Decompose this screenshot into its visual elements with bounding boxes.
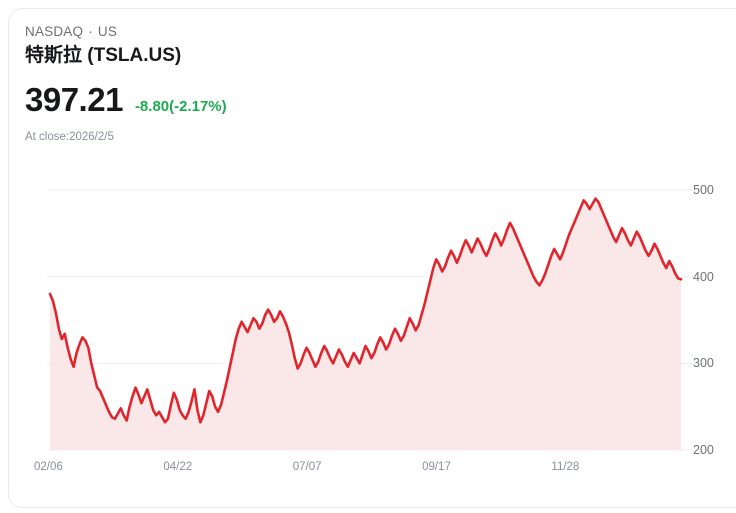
region-label: US (97, 24, 118, 39)
exchange-line: NASDAQ · US (25, 23, 445, 41)
chart-line (48, 197, 683, 424)
y-axis-labels: 500 400 300 200 (693, 174, 736, 464)
chart-area-fill (50, 198, 681, 450)
chart-canvas[interactable] (9, 174, 736, 464)
y-axis-tick-label: 300 (693, 356, 714, 371)
x-axis-tick-label: 02/06 (34, 461, 63, 473)
y-axis-tick-label: 200 (693, 443, 714, 457)
x-axis-tick-label: 04/22 (163, 461, 193, 473)
page-title: 特斯拉 (TSLA.US) (25, 45, 182, 66)
quote-header: NASDAQ · US 特斯拉 (TSLA.US) 397.21 -8.80(-2.… (25, 23, 445, 145)
separator-dot: · (88, 24, 93, 39)
exchange-name: NASDAQ (25, 24, 84, 39)
x-axis-tick-label: 11/28 (551, 461, 580, 473)
y-axis-tick-label: 400 (693, 269, 714, 284)
price-change: -8.80(-2.17%) (134, 98, 227, 115)
x-axis-tick-label: 07/07 (292, 461, 322, 473)
price-row: 397.21 -8.80(-2.17%) (25, 82, 445, 118)
y-axis-tick-label: 500 (693, 183, 714, 197)
stock-quote-card: NASDAQ · US 特斯拉 (TSLA.US) 397.21 -8.80(-2.… (8, 8, 736, 508)
current-price: 397.21 (25, 81, 123, 118)
at-close-timestamp: At close:2026/2/5 (25, 131, 114, 143)
price-chart[interactable]: 500 400 300 200 02/06 04/22 07/07 09/17 11/28 (9, 174, 736, 484)
x-axis-labels: 02/06 04/22 07/07 09/17 11/28 (9, 460, 709, 484)
x-axis-tick-label: 09/17 (422, 461, 451, 473)
